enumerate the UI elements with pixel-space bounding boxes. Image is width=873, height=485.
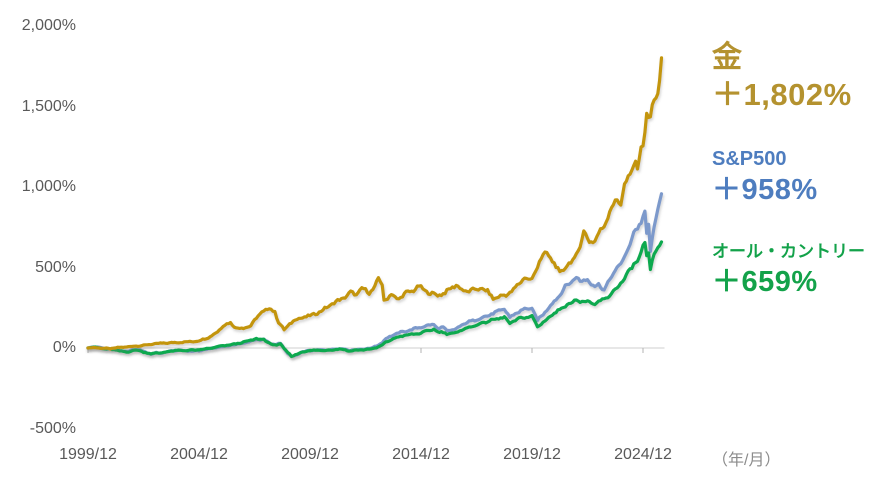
x-tick-label: 2019/12 [503, 446, 561, 463]
legend-all-country-name: オール・カントリー [712, 242, 865, 261]
x-tick-label: 2009/12 [281, 446, 339, 463]
x-tick-label: 1999/12 [59, 446, 117, 463]
x-tick-label: 2004/12 [170, 446, 228, 463]
legend-gold: 金 ＋1,802% [712, 40, 852, 114]
series-line-all-country [86, 240, 664, 359]
y-tick-label: 500% [35, 258, 76, 276]
y-tick-label: -500% [29, 419, 76, 437]
series-lines [86, 56, 664, 359]
series-line-gold [86, 56, 664, 351]
x-tick-label: 2014/12 [392, 446, 450, 463]
x-axis-unit-label: （年/月） [712, 452, 781, 469]
legend-sp500-value: ＋958% [712, 174, 818, 206]
series-line-sp500 [86, 192, 664, 358]
legend-all-country: オール・カントリー ＋659% [712, 240, 865, 300]
legend-gold-name: 金 [712, 41, 742, 74]
legend-all-country-value: ＋659% [712, 266, 818, 298]
y-tick-label: 0% [52, 339, 76, 356]
x-tick-label: 2024/12 [614, 446, 672, 463]
y-tick-label: 1,500% [21, 97, 76, 115]
legend-sp500: S&P500 ＋958% [712, 146, 818, 208]
legend-gold-value: ＋1,802% [712, 77, 852, 112]
y-tick-label: 1,000% [21, 178, 76, 195]
y-tick-label: 2,000% [21, 17, 76, 34]
legend-sp500-name: S&P500 [712, 148, 787, 170]
